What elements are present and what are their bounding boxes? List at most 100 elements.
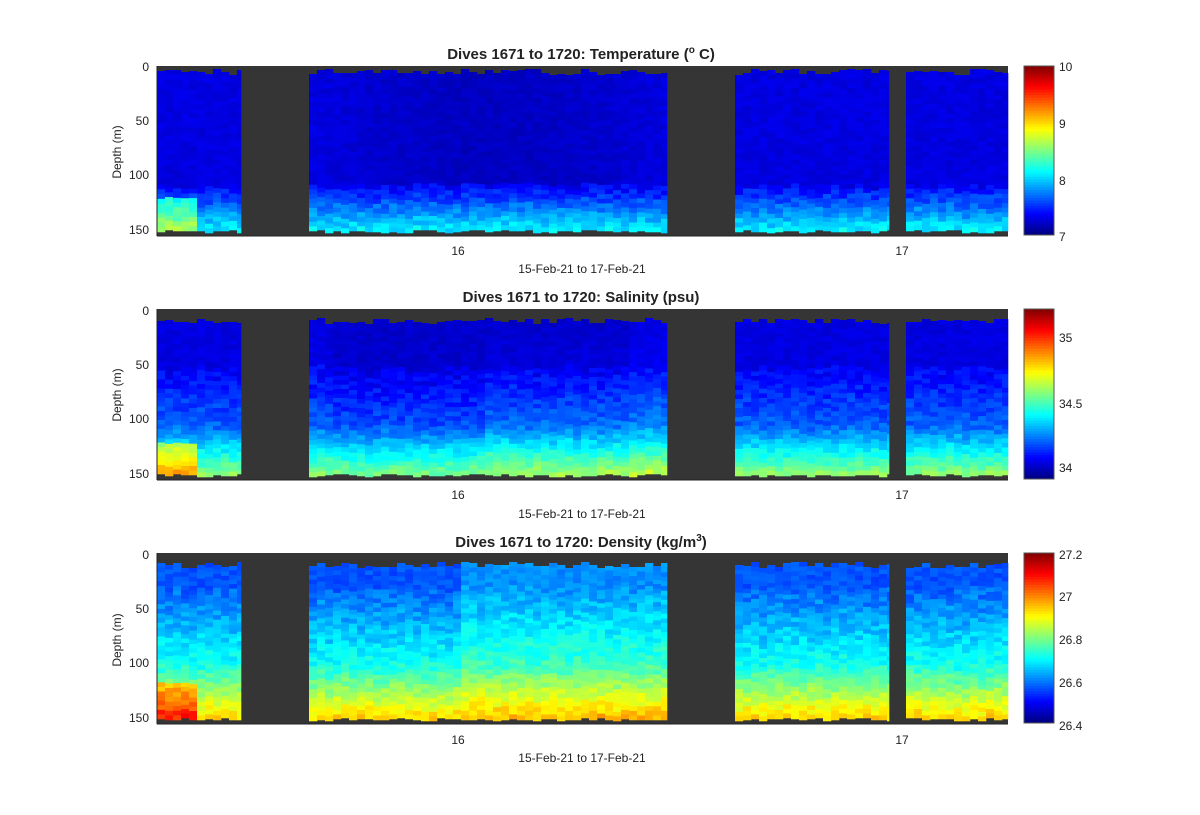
heatmap-cell (863, 111, 872, 117)
heatmap-cell (421, 407, 430, 413)
heatmap-cell (831, 133, 840, 139)
heatmap-cell (589, 467, 598, 472)
heatmap-cell (605, 378, 614, 384)
heatmap-cell (437, 111, 446, 117)
heatmap-cell (759, 108, 768, 114)
heatmap-cell (181, 212, 190, 218)
heatmap-cell (501, 402, 510, 408)
heatmap-cell (815, 106, 824, 112)
heatmap-cell (621, 160, 630, 166)
heatmap-cell (775, 194, 784, 200)
heatmap-cell (653, 356, 662, 362)
heatmap-cell (735, 167, 744, 173)
heatmap-cell (341, 411, 350, 417)
heatmap-cell (317, 387, 326, 393)
heatmap-cell (930, 202, 939, 208)
heatmap-cell (197, 463, 206, 469)
heatmap-cell (954, 211, 963, 217)
heatmap-cell (357, 103, 366, 109)
heatmap-cell (309, 194, 318, 199)
heatmap-cell (181, 188, 190, 194)
heatmap-cell (437, 448, 446, 454)
heatmap-cell (855, 74, 864, 80)
heatmap-cell (815, 207, 824, 212)
heatmap-cell (815, 152, 824, 157)
heatmap-cell (373, 374, 382, 380)
heatmap-cell (517, 367, 526, 372)
heatmap-cell (605, 341, 614, 347)
heatmap-cell (229, 134, 238, 140)
heatmap-cell (485, 405, 494, 411)
heatmap-cell (357, 113, 366, 119)
heatmap-cell (205, 228, 214, 234)
heatmap-cell (381, 428, 390, 434)
heatmap-cell (775, 213, 784, 219)
heatmap-cell (477, 424, 486, 430)
heatmap-cell (581, 466, 590, 472)
heatmap-cell (165, 420, 174, 426)
heatmap-cell (501, 366, 510, 372)
heatmap-cell (525, 351, 534, 357)
heatmap-cell (653, 378, 662, 384)
heatmap-cell (213, 457, 222, 462)
heatmap-cell (815, 188, 824, 194)
heatmap-cell (189, 443, 198, 449)
heatmap-cell (437, 439, 446, 445)
heatmap-cell (165, 443, 174, 449)
heatmap-cell (221, 331, 230, 336)
heatmap-cell (397, 443, 406, 449)
heatmap-cell (871, 129, 880, 135)
heatmap-cell (485, 127, 494, 133)
heatmap-cell (597, 461, 606, 467)
heatmap-cell (157, 402, 166, 407)
heatmap-cell (157, 71, 166, 77)
heatmap-cell (653, 369, 662, 375)
heatmap-cell (871, 167, 880, 173)
heatmap-cell (533, 443, 542, 449)
heatmap-cell (767, 223, 776, 229)
heatmap-cell (157, 438, 166, 443)
heatmap-cell (429, 211, 438, 217)
heatmap-cell (333, 456, 342, 461)
heatmap-cell (357, 385, 366, 391)
heatmap-cell (855, 145, 864, 151)
heatmap-cell (381, 199, 390, 205)
heatmap-cell (485, 141, 494, 147)
heatmap-cell (389, 189, 398, 195)
heatmap-cell (613, 78, 622, 84)
heatmap-cell (493, 217, 502, 223)
heatmap-cell (557, 467, 566, 473)
heatmap-cell (629, 189, 638, 195)
heatmap-cell (365, 441, 374, 446)
heatmap-cell (743, 169, 752, 175)
heatmap-cell (325, 189, 334, 195)
heatmap-cell (946, 192, 955, 198)
heatmap-cell (157, 465, 166, 470)
heatmap-cell (914, 159, 923, 165)
heatmap-cell (597, 394, 606, 400)
heatmap-cell (477, 329, 486, 334)
heatmap-cell (445, 370, 454, 376)
heatmap-cell (309, 435, 318, 441)
heatmap-cell (165, 457, 174, 463)
heatmap-cell (381, 228, 390, 234)
heatmap-cell (573, 166, 582, 172)
heatmap-cell (237, 151, 242, 157)
heatmap-cell (938, 142, 947, 148)
heatmap-cell (517, 434, 526, 440)
heatmap-cell (597, 153, 606, 158)
heatmap-cell (621, 146, 630, 152)
heatmap-cell (373, 355, 382, 361)
heatmap-cell (373, 337, 382, 343)
heatmap-cell (237, 442, 242, 448)
heatmap-cell (453, 361, 462, 367)
heatmap-cell (962, 219, 971, 225)
heatmap-cell (613, 74, 622, 79)
heatmap-cell (938, 179, 947, 185)
heatmap-cell (906, 104, 915, 110)
heatmap-cell (437, 331, 446, 336)
heatmap-cell (373, 397, 382, 403)
heatmap-cell (437, 87, 446, 93)
heatmap-cell (445, 321, 454, 326)
heatmap-cell (597, 381, 606, 386)
